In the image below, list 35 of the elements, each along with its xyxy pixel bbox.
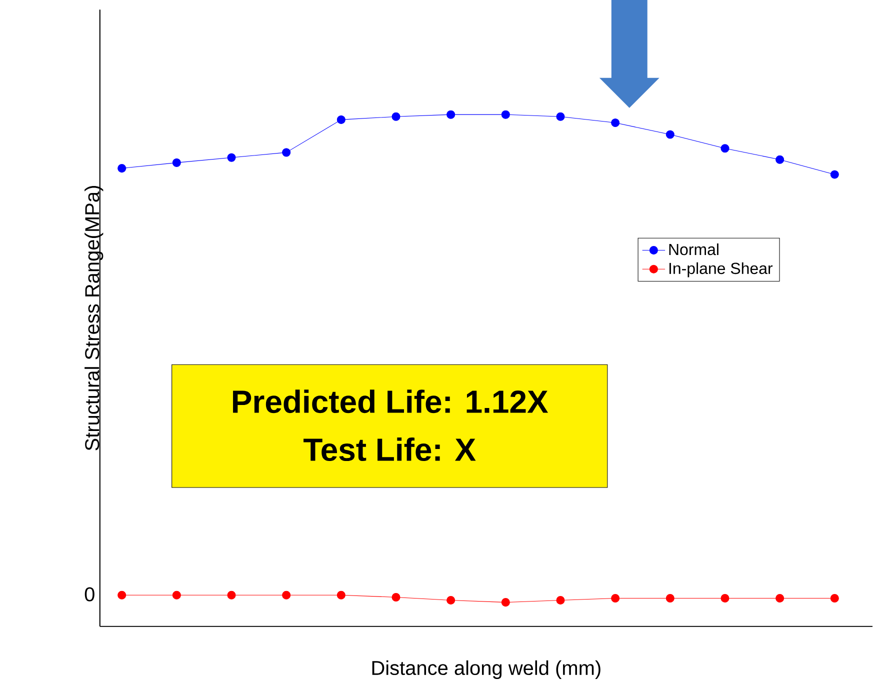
point: [446, 110, 456, 119]
point: [336, 590, 346, 600]
point: [830, 170, 839, 179]
annotation: Predicted Life: 1.12X: [233, 389, 548, 413]
point: [666, 130, 674, 139]
point: [830, 594, 839, 602]
point: [172, 590, 181, 600]
legend-label: In-plane Shear: [669, 262, 773, 278]
annotation: Test Life: X: [304, 437, 476, 461]
point: [446, 596, 456, 604]
legend-label: Normal: [669, 243, 718, 256]
point: [611, 118, 620, 127]
point: [501, 110, 510, 119]
point: [392, 592, 400, 602]
point: [720, 144, 730, 152]
point: [282, 148, 291, 157]
text: 0: [84, 587, 94, 602]
point: [501, 598, 510, 606]
point: [118, 164, 126, 172]
point: [172, 158, 181, 167]
point: [556, 112, 565, 121]
point: [392, 112, 400, 121]
y-axis-title: Structural Stress Range(MPa): [84, 186, 104, 450]
point: [227, 153, 236, 162]
x-axis-title: Distance along weld (mm): [372, 660, 600, 679]
point: [118, 590, 126, 600]
point: [776, 155, 784, 164]
point: [666, 594, 674, 602]
point: [227, 590, 236, 600]
point: [282, 590, 291, 600]
point: [720, 594, 730, 602]
point: [611, 594, 620, 602]
point: [556, 596, 565, 604]
point: [336, 115, 346, 124]
point: [776, 594, 784, 602]
